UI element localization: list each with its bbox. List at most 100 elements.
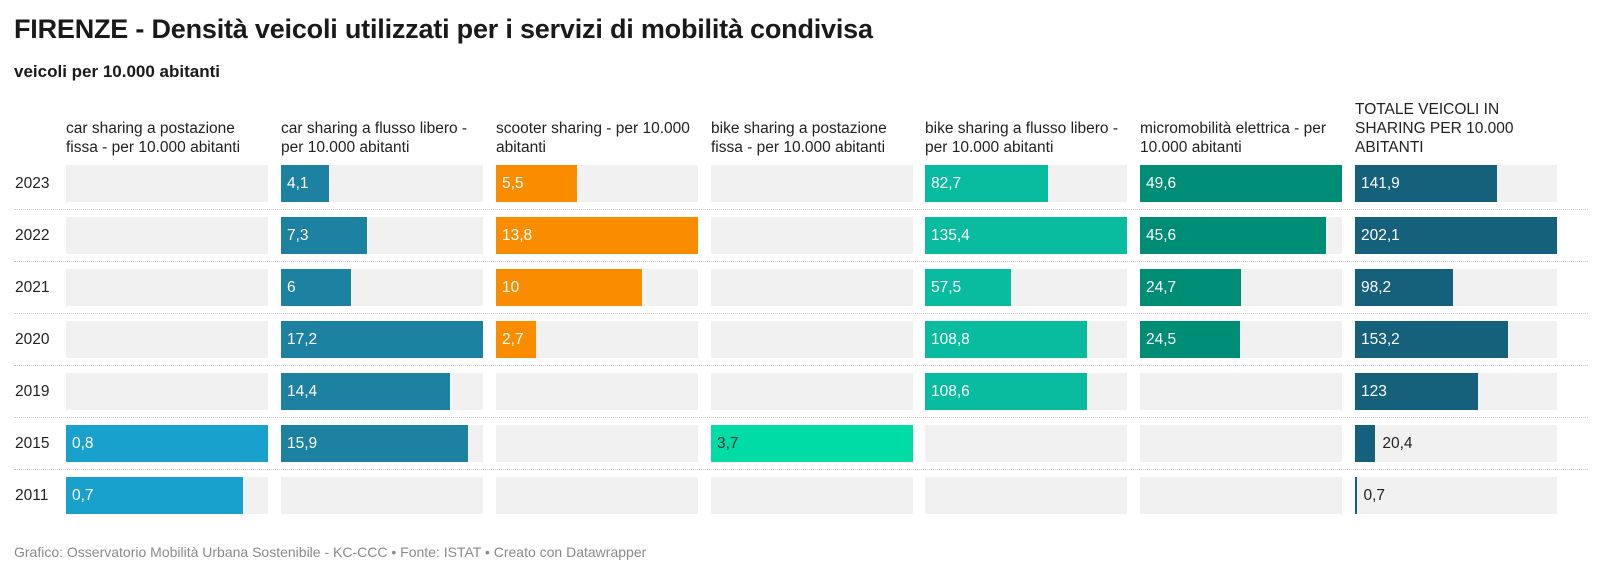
year-label: 2021 [15, 279, 50, 296]
bar [66, 425, 268, 462]
bar [281, 373, 451, 410]
bar-track: 0,7 [1355, 477, 1557, 514]
bar-track: 153,2 [1355, 321, 1557, 358]
bar [925, 217, 1127, 254]
data-label: 0,7 [72, 487, 94, 504]
bar [925, 321, 1088, 358]
bar-track [66, 269, 268, 306]
bar [1355, 321, 1509, 358]
data-label: 49,6 [1146, 175, 1177, 192]
data-label: 5,5 [502, 175, 524, 192]
bar-track [711, 373, 913, 410]
column-header: micromobilità elettrica - per 10.000 abi… [1140, 120, 1327, 156]
data-label: 45,6 [1146, 227, 1177, 244]
bar [1140, 217, 1326, 254]
data-label: 20,4 [1382, 435, 1413, 452]
bar-track: 108,8 [925, 321, 1127, 358]
column-header: scooter sharing - per 10.000 abitanti [496, 120, 690, 156]
bar-track [496, 373, 698, 410]
data-label: 10 [502, 279, 520, 296]
year-label: 2022 [15, 227, 50, 244]
bar [1355, 425, 1376, 462]
data-label: 153,2 [1361, 331, 1400, 348]
bar [1140, 269, 1241, 306]
data-label: 3,7 [717, 435, 739, 452]
data-label: 17,2 [287, 331, 318, 348]
bar-track [281, 477, 483, 514]
bar [281, 425, 468, 462]
bar-track [66, 321, 268, 358]
bar-track: 57,5 [925, 269, 1127, 306]
year-label: 2011 [15, 487, 49, 504]
bar-track: 10 [496, 269, 698, 306]
bar-track [925, 425, 1127, 462]
bar-track: 202,1 [1355, 217, 1557, 254]
bar-track: 7,3 [281, 217, 483, 254]
row-separator [14, 469, 1588, 470]
bar-track: 108,6 [925, 373, 1127, 410]
year-label: 2023 [15, 175, 50, 192]
bar [496, 321, 536, 358]
bar-track: 3,7 [711, 425, 913, 462]
bar-track [711, 321, 913, 358]
data-label: 123 [1361, 383, 1387, 400]
bar-track: 24,5 [1140, 321, 1342, 358]
bar-track: 49,6 [1140, 165, 1342, 202]
bar [1355, 269, 1454, 306]
row-separator [14, 313, 1588, 314]
bar [496, 269, 643, 306]
bar-track: 82,7 [925, 165, 1127, 202]
data-label: 14,4 [287, 383, 318, 400]
bar-track: 0,8 [66, 425, 268, 462]
bar-track [66, 217, 268, 254]
data-label: 0,7 [1363, 487, 1386, 504]
data-label: 15,9 [287, 435, 318, 452]
bar-track: 5,5 [496, 165, 698, 202]
bar-track: 141,9 [1355, 165, 1557, 202]
bar [925, 269, 1011, 306]
bar-track: 17,2 [281, 321, 483, 358]
column-header: bike sharing a postazione fissa - per 10… [711, 120, 887, 156]
bar-track: 6 [281, 269, 483, 306]
chart-footer: Grafico: Osservatorio Mobilità Urbana So… [14, 544, 647, 560]
data-label: 141,9 [1361, 175, 1400, 192]
bar-track: 14,4 [281, 373, 483, 410]
bar-track [496, 425, 698, 462]
bar-track: 4,1 [281, 165, 483, 202]
data-label: 13,8 [502, 227, 533, 244]
bar-track [711, 477, 913, 514]
row-separator [14, 417, 1588, 418]
data-label: 24,7 [1146, 279, 1177, 296]
data-label: 24,5 [1146, 331, 1177, 348]
data-label: 82,7 [931, 175, 962, 192]
bar-track [711, 269, 913, 306]
bar [925, 373, 1088, 410]
bar-track: 123 [1355, 373, 1557, 410]
bar [281, 165, 330, 202]
bar [1140, 165, 1342, 202]
bar-track: 45,6 [1140, 217, 1342, 254]
bar-track: 24,7 [1140, 269, 1342, 306]
column-header: car sharing a postazione fissa - per 10.… [66, 120, 241, 156]
bar-track [711, 217, 913, 254]
year-label: 2020 [15, 331, 50, 348]
data-label: 108,6 [931, 383, 970, 400]
row-separator [14, 365, 1588, 366]
bar [1355, 373, 1478, 410]
bar-track [66, 373, 268, 410]
year-label: 2019 [15, 383, 50, 400]
bar [66, 477, 243, 514]
column-header: TOTALE VEICOLI IN SHARING PER 10.000 ABI… [1355, 101, 1514, 156]
bar-track [496, 477, 698, 514]
bar [1355, 217, 1557, 254]
bar-track: 98,2 [1355, 269, 1557, 306]
bar-track: 0,7 [66, 477, 268, 514]
data-label: 202,1 [1361, 227, 1400, 244]
bar [925, 165, 1049, 202]
bar-track: 2,7 [496, 321, 698, 358]
bar [1140, 321, 1240, 358]
data-label: 57,5 [931, 279, 962, 296]
bar [496, 217, 698, 254]
data-label: 7,3 [287, 227, 309, 244]
bar [711, 425, 913, 462]
